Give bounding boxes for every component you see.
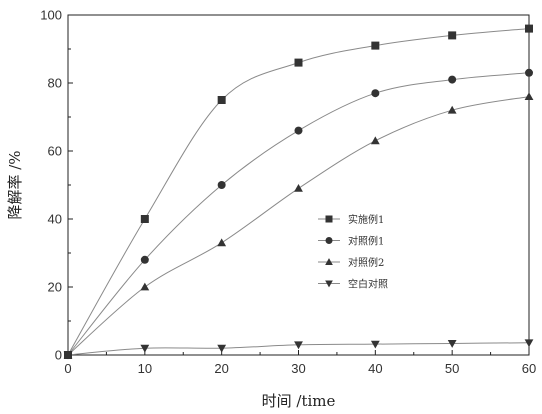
- legend-marker: [326, 216, 333, 223]
- x-axis-title: 时间 /time: [262, 392, 336, 410]
- series-line-2: [68, 73, 529, 355]
- tick-labels: 0 10 20 30 40 50 60 0 20 40 60 80 100: [40, 8, 536, 377]
- legend-label: 空白对照: [348, 278, 388, 291]
- x-tick-label: 40: [368, 361, 382, 376]
- data-point: [371, 42, 379, 50]
- x-tick-label: 60: [522, 361, 536, 376]
- series-line-3: [68, 97, 529, 355]
- y-tick-label: 0: [55, 348, 62, 363]
- y-tick-label: 60: [48, 144, 62, 159]
- legend-marker: [326, 237, 333, 244]
- data-point: [525, 92, 534, 100]
- data-point: [525, 69, 533, 77]
- data-point: [141, 215, 149, 223]
- data-point: [295, 127, 303, 135]
- y-tick-label: 20: [48, 280, 62, 295]
- legend-label: 对照例1: [348, 235, 384, 248]
- data-point: [525, 25, 533, 33]
- x-tick-label: 20: [214, 361, 228, 376]
- legend-item: 对照例1: [318, 235, 384, 248]
- legend-label: 对照例2: [348, 256, 384, 269]
- legend-item: 实施例1: [318, 213, 384, 226]
- y-tick-label: 80: [48, 76, 62, 91]
- x-tick-label: 0: [64, 361, 71, 376]
- data-point: [371, 89, 379, 97]
- series-markers: [64, 25, 534, 360]
- data-point: [217, 238, 226, 246]
- x-tick-label: 50: [445, 361, 459, 376]
- data-point: [294, 184, 303, 192]
- data-point: [371, 136, 380, 144]
- data-point: [141, 256, 149, 264]
- data-point: [295, 59, 303, 67]
- data-point: [218, 96, 226, 104]
- x-tick-label: 30: [291, 361, 305, 376]
- y-axis-title: 降解率 /%: [6, 150, 24, 219]
- legend-item: 对照例2: [318, 256, 384, 269]
- y-tick-label: 100: [40, 8, 62, 23]
- x-tick-label: 10: [138, 361, 152, 376]
- data-point: [218, 181, 226, 189]
- data-point: [448, 76, 456, 84]
- legend-item: 空白对照: [318, 278, 388, 291]
- data-point: [140, 283, 149, 291]
- data-point: [448, 31, 456, 39]
- y-tick-label: 40: [48, 212, 62, 227]
- legend: 实施例1 对照例1 对照例2 空白对照: [318, 213, 388, 291]
- legend-label: 实施例1: [348, 213, 384, 226]
